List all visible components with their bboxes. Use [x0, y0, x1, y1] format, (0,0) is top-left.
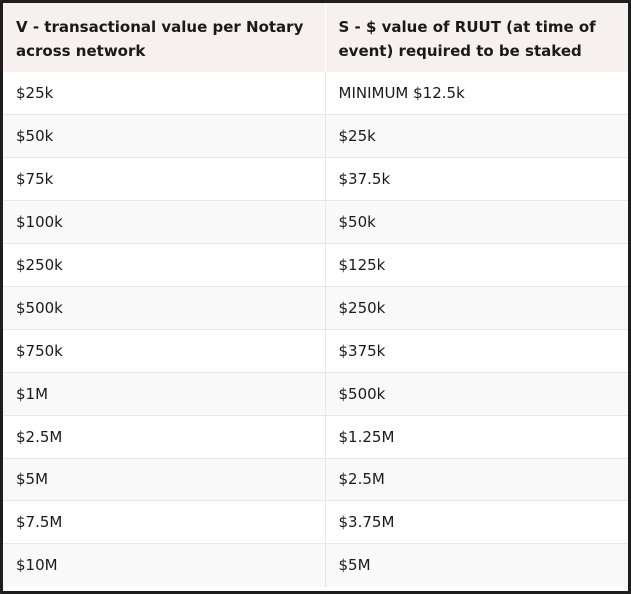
table-header: V - transactional value per Notary acros…: [3, 3, 628, 72]
table-row: $2.5M $1.25M: [3, 414, 628, 459]
table-row: $10M $5M: [3, 543, 628, 587]
header-transactional-value: V - transactional value per Notary acros…: [3, 3, 326, 72]
cell-staked-value: $375k: [325, 328, 628, 373]
table-row: $75k $37.5k: [3, 157, 628, 201]
cell-staked-value: $50k: [325, 200, 628, 244]
cell-staked-value: $2.5M: [325, 457, 628, 501]
cell-transactional-value: $250k: [3, 243, 326, 287]
cell-staked-value: $1.25M: [325, 414, 628, 459]
cell-transactional-value: $500k: [3, 285, 326, 330]
cell-staked-value: $250k: [325, 285, 628, 330]
table-row: $1M $500k: [3, 371, 628, 416]
cell-transactional-value: $100k: [3, 200, 326, 244]
table-row: $500k $250k: [3, 285, 628, 330]
cell-transactional-value: $10M: [3, 543, 326, 587]
cell-staked-value: $5M: [325, 543, 628, 587]
header-row: V - transactional value per Notary acros…: [3, 3, 628, 72]
table-row: $7.5M $3.75M: [3, 500, 628, 544]
cell-transactional-value: $5M: [3, 457, 326, 501]
cell-transactional-value: $750k: [3, 328, 326, 373]
cell-transactional-value: $2.5M: [3, 414, 326, 459]
table-row: $750k $375k: [3, 328, 628, 373]
cell-staked-value: $37.5k: [325, 157, 628, 201]
table-row: $100k $50k: [3, 200, 628, 244]
cell-transactional-value: $7.5M: [3, 500, 326, 544]
table-row: $5M $2.5M: [3, 457, 628, 501]
cell-transactional-value: $75k: [3, 157, 326, 201]
cell-transactional-value: $50k: [3, 114, 326, 158]
cell-staked-value: MINIMUM $12.5k: [325, 72, 628, 115]
cell-staked-value: $3.75M: [325, 500, 628, 544]
cell-staked-value: $125k: [325, 243, 628, 287]
cell-staked-value: $500k: [325, 371, 628, 416]
table-row: $50k $25k: [3, 114, 628, 158]
table-row: $25k MINIMUM $12.5k: [3, 72, 628, 115]
cell-staked-value: $25k: [325, 114, 628, 158]
cell-transactional-value: $25k: [3, 72, 326, 115]
staking-table: V - transactional value per Notary acros…: [3, 3, 628, 587]
table-row: $250k $125k: [3, 243, 628, 287]
header-staked-value: S - $ value of RUUT (at time of event) r…: [325, 3, 628, 72]
table-body: $25k MINIMUM $12.5k $50k $25k $75k $37.5…: [3, 72, 628, 587]
cell-transactional-value: $1M: [3, 371, 326, 416]
